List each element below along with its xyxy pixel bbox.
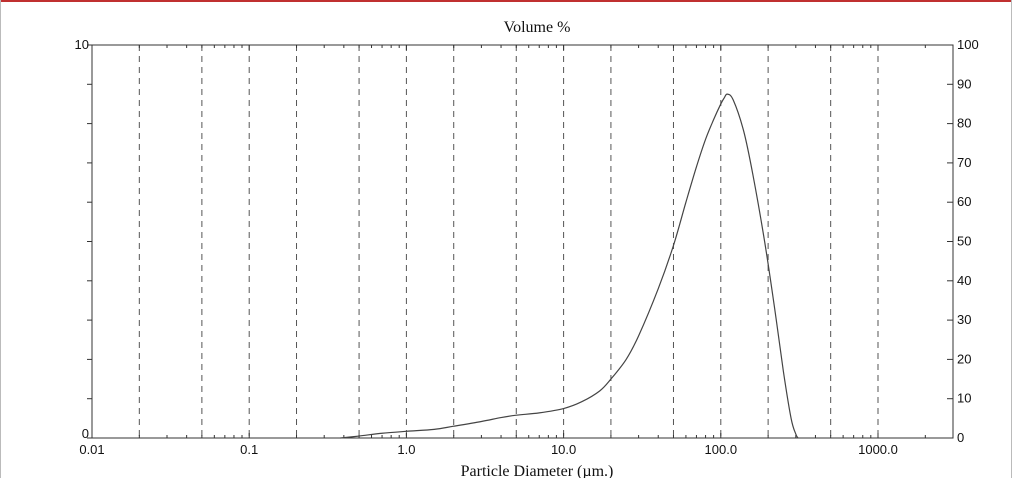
right-tick-label: 40	[957, 273, 971, 288]
right-tick-label: 90	[957, 76, 971, 91]
series-layer	[340, 93, 799, 439]
right-tick-label: 10	[957, 391, 971, 406]
right-tick-label: 30	[957, 312, 971, 327]
plot-area	[91, 44, 954, 439]
x-tick-label: 100.0	[705, 442, 738, 457]
x-tick-label: 10.0	[551, 442, 576, 457]
x-axis-ticks: 0.01 0.1 1.0 10.0 100.0 1000.0	[79, 45, 954, 457]
x-tick-label: 1000.0	[858, 442, 898, 457]
left-tick-label: 0	[82, 426, 89, 441]
left-tick-label: 10	[75, 37, 89, 52]
x-axis-label: Particle Diameter (µm.)	[461, 463, 614, 478]
right-tick-label: 60	[957, 194, 971, 209]
right-tick-label: 70	[957, 155, 971, 170]
right-tick-label: 80	[957, 116, 971, 131]
x-tick-label: 0.01	[79, 442, 104, 457]
gridlines	[138, 45, 879, 438]
right-tick-label: 20	[957, 351, 971, 366]
x-tick-label: 0.1	[240, 442, 258, 457]
right-tick-label: 100	[957, 37, 979, 52]
right-tick-label: 50	[957, 234, 971, 249]
series-line	[340, 93, 799, 439]
x-tick-label: 1.0	[397, 442, 415, 457]
chart-title: Volume %	[504, 19, 571, 36]
right-tick-label: 0	[957, 430, 964, 445]
